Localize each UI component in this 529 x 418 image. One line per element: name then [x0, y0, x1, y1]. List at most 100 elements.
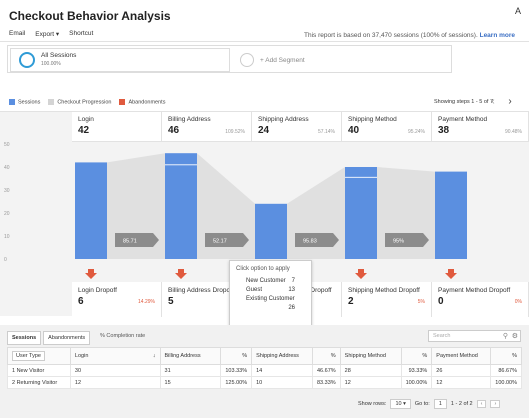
y-tick-label: 40	[4, 165, 10, 171]
y-tick-label: 50	[4, 142, 10, 148]
col-shipping-address[interactable]: Shipping Address	[251, 347, 313, 365]
table-cell: 30	[69, 364, 161, 377]
dropoff-panel[interactable]: Login Dropoff 6 14.29%	[72, 282, 162, 317]
step-header: Shipping Address 24 57.14%	[252, 112, 342, 142]
progression-band	[107, 153, 165, 259]
progression-band	[197, 153, 255, 259]
search-input[interactable]: Search ⚲ ⚙	[428, 330, 521, 342]
abandonment-arrow-icon[interactable]	[445, 269, 457, 279]
completion-rate-toggle[interactable]: % Completion rate	[100, 333, 146, 339]
abandonment-arrow-icon[interactable]	[85, 269, 97, 279]
col-shipping-method[interactable]: Shipping Method	[339, 347, 402, 365]
y-tick-label: 20	[4, 211, 10, 217]
chevron-left-icon[interactable]: ‹	[476, 400, 487, 408]
chevron-right-icon[interactable]: ›	[490, 400, 501, 408]
goto-input[interactable]: 1	[433, 399, 447, 409]
popup-option-new-customer[interactable]: New Customer 7	[246, 278, 295, 284]
step-count: 40	[348, 125, 360, 136]
sessions-bar[interactable]	[165, 153, 197, 259]
account-letter[interactable]: A	[514, 6, 521, 16]
y-tick-label: 0	[4, 257, 7, 263]
table-cell[interactable]: 1 New Visitor	[7, 364, 71, 377]
empty-ring-icon	[240, 53, 254, 67]
continuation-arrow[interactable]	[115, 233, 159, 247]
table-cell[interactable]: 2 Returning Visitor	[7, 376, 71, 389]
continuation-rate-label: 95.83	[303, 239, 317, 245]
gear-icon[interactable]: ⚙	[511, 333, 518, 340]
legend-progression: Checkout Progression	[48, 99, 111, 105]
continuation-arrow[interactable]	[385, 233, 429, 247]
header-divider	[0, 41, 529, 42]
steps-note: Showing steps 1 - 5 of 7	[434, 99, 494, 105]
chevron-right-icon[interactable]: ›	[508, 95, 512, 107]
popup-hint: Click option to apply	[236, 266, 290, 272]
col-shipping-method-pct[interactable]: %	[400, 347, 433, 365]
col-login[interactable]: Login ↓	[69, 347, 161, 365]
dropoff-rate: 5%	[417, 299, 425, 305]
table-cell: 103.33%	[220, 364, 253, 377]
table-cell: 46.67%	[312, 364, 341, 377]
sessions-bar[interactable]	[255, 203, 287, 259]
dropoff-panel[interactable]: Shipping Method Dropoff 2 5%	[342, 282, 432, 317]
step-header: Login 42	[72, 112, 162, 142]
learn-more-link[interactable]: Learn more	[479, 32, 515, 39]
shortcut-button[interactable]: Shortcut	[69, 30, 94, 37]
continuation-rate-label: 52.17	[213, 239, 227, 245]
abandonment-arrow-icon[interactable]	[355, 269, 367, 279]
step-count: 38	[438, 125, 450, 136]
popup-option-existing[interactable]: Existing Customer	[246, 296, 295, 302]
page-title: Checkout Behavior Analysis	[9, 9, 171, 23]
sessions-bar[interactable]	[345, 167, 377, 259]
table-tabs: Sessions Abandonments	[7, 331, 91, 345]
table-cell: 12	[431, 376, 492, 389]
sessions-bar[interactable]	[75, 162, 107, 259]
abandonment-arrow-icon[interactable]	[175, 269, 187, 279]
table-cell: 26	[431, 364, 492, 377]
add-segment-button[interactable]: + Add Segment	[240, 48, 440, 72]
search-icon[interactable]: ⚲	[502, 333, 508, 340]
col-user-type[interactable]: User Type	[7, 347, 71, 365]
table-cell: 93.33%	[400, 364, 433, 377]
continuation-arrow[interactable]	[295, 233, 339, 247]
show-rows-select[interactable]: 10 ▾	[390, 399, 411, 409]
dropoff-name: Billing Address Dropoff	[168, 287, 234, 294]
col-payment-method-pct[interactable]: %	[490, 347, 522, 365]
export-button[interactable]: Export ▾	[35, 31, 60, 38]
table-row[interactable]: 2 Returning Visitor 12 15 125.00% 10 83.33% 12…	[7, 376, 522, 389]
tab-sessions[interactable]: Sessions	[7, 331, 42, 345]
dropoff-panel[interactable]: Payment Method Dropoff 0 0%	[432, 282, 529, 317]
segment-pct: 100.00%	[41, 61, 61, 67]
step-count: 46	[168, 125, 180, 136]
dropoff-count: 5	[168, 296, 174, 307]
col-billing-pct[interactable]: %	[220, 347, 253, 365]
popup-option-guest[interactable]: Guest 13	[246, 287, 295, 293]
col-shipping-address-pct[interactable]: %	[312, 347, 341, 365]
sessions-bar[interactable]	[435, 171, 467, 259]
table-cell: 83.33%	[312, 376, 341, 389]
tab-abandonments[interactable]: Abandonments	[43, 331, 91, 345]
table-row[interactable]: 1 New Visitor 30 31 103.33% 14 46.67% 28 93.33%…	[7, 364, 522, 377]
y-tick-label: 10	[4, 234, 10, 240]
table-cell: 28	[339, 364, 402, 377]
segment-popup: Click option to apply New Customer 7 Gues…	[229, 260, 312, 327]
segment-all-sessions[interactable]: All Sessions 100.00%	[10, 48, 230, 72]
email-button[interactable]: Email	[9, 30, 26, 37]
table-area: Sessions Abandonments % Completion rate …	[0, 325, 529, 418]
table-cell: 10	[251, 376, 313, 389]
continuation-arrow[interactable]	[205, 233, 249, 247]
legend: Sessions Checkout Progression Abandonmen…	[9, 99, 165, 105]
chevron-left-icon[interactable]: ‹	[491, 95, 495, 107]
step-name: Billing Address	[168, 116, 211, 123]
dropoff-rate: 0%	[514, 299, 522, 305]
segment-label: All Sessions	[41, 52, 77, 59]
table-cell: 31	[159, 364, 222, 377]
legend-abandonments: Abandonments	[119, 99, 165, 105]
dropoff-name: Login Dropoff	[78, 287, 117, 294]
col-billing[interactable]: Billing Address	[159, 347, 222, 365]
table-cell: 14	[251, 364, 313, 377]
step-name: Login	[78, 116, 94, 123]
col-payment-method[interactable]: Payment Method	[431, 347, 492, 365]
table-cell: 125.00%	[220, 376, 253, 389]
step-header: Billing Address 46 109.52%	[162, 112, 252, 142]
popup-existing-value: 26	[288, 305, 295, 311]
